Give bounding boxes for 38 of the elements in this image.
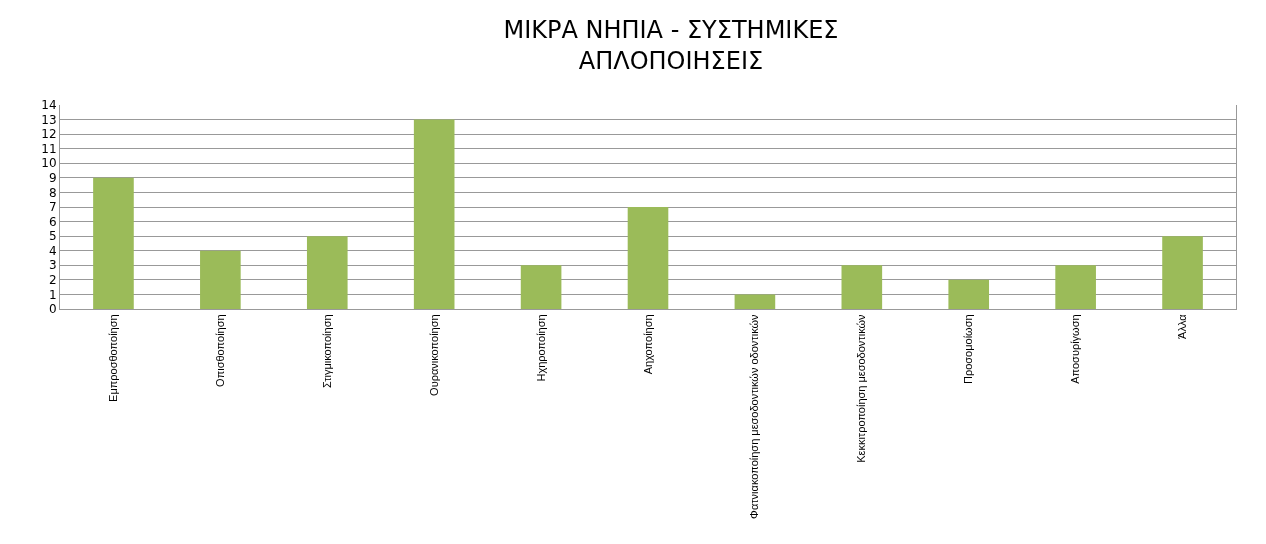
bar bbox=[948, 279, 990, 309]
y-tick-label: 8 bbox=[48, 185, 57, 200]
y-tick-label: 0 bbox=[48, 302, 57, 317]
y-tick-label: 12 bbox=[41, 127, 57, 142]
y-tick-label: 1 bbox=[48, 287, 57, 302]
bar bbox=[200, 250, 241, 309]
y-tick-label: 7 bbox=[48, 200, 57, 215]
y-tick-label: 3 bbox=[48, 258, 57, 273]
bar bbox=[1162, 236, 1203, 309]
x-tick-label: Ουρανικοποίηση bbox=[427, 314, 440, 396]
y-tick-label: 4 bbox=[48, 243, 57, 258]
bar bbox=[734, 294, 776, 309]
y-tick-label: 6 bbox=[48, 214, 57, 229]
x-tick-label: Κεκκιτροποίηση μεσοδοντικών bbox=[855, 313, 868, 463]
x-tick-label: Αηχοποίηση bbox=[641, 314, 654, 375]
x-tick-label: Ηχηροποίηση bbox=[534, 314, 547, 382]
x-tick-label: Φατνιακοποίηση μεσοδοντικών οδοντικών bbox=[748, 313, 761, 519]
y-tick-label: 14 bbox=[41, 98, 57, 113]
bar bbox=[520, 265, 562, 309]
bar bbox=[413, 119, 455, 309]
y-tick-label: 10 bbox=[41, 156, 57, 171]
bar bbox=[306, 236, 348, 309]
x-tick-label: Στιγμικοποίηση bbox=[320, 314, 333, 389]
y-tick-label: 11 bbox=[41, 141, 57, 156]
y-tick-label: 2 bbox=[48, 273, 57, 288]
bar bbox=[841, 265, 883, 309]
y-tick-label: 5 bbox=[48, 229, 57, 244]
x-tick-label: Προσομοίωση bbox=[962, 314, 975, 385]
chart-title: ΜΙΚΡΑ ΝΗΠΙΑ - ΣΥΣΤΗΜΙΚΕΣ ΑΠΛΟΠΟΙΗΣΕΙΣ bbox=[503, 16, 839, 76]
bar bbox=[93, 177, 134, 309]
x-tick-label: Οπισθοποίηση bbox=[213, 314, 226, 387]
bar bbox=[1055, 265, 1096, 309]
bar bbox=[627, 207, 669, 309]
y-tick-label: 9 bbox=[48, 171, 57, 186]
x-tick-label: Άλλα bbox=[1176, 313, 1189, 339]
x-tick-label: Εμπροσθοποίηση bbox=[107, 314, 120, 402]
x-tick-label: Αποσυρίγωση bbox=[1069, 314, 1082, 384]
y-tick-label: 13 bbox=[41, 112, 57, 127]
